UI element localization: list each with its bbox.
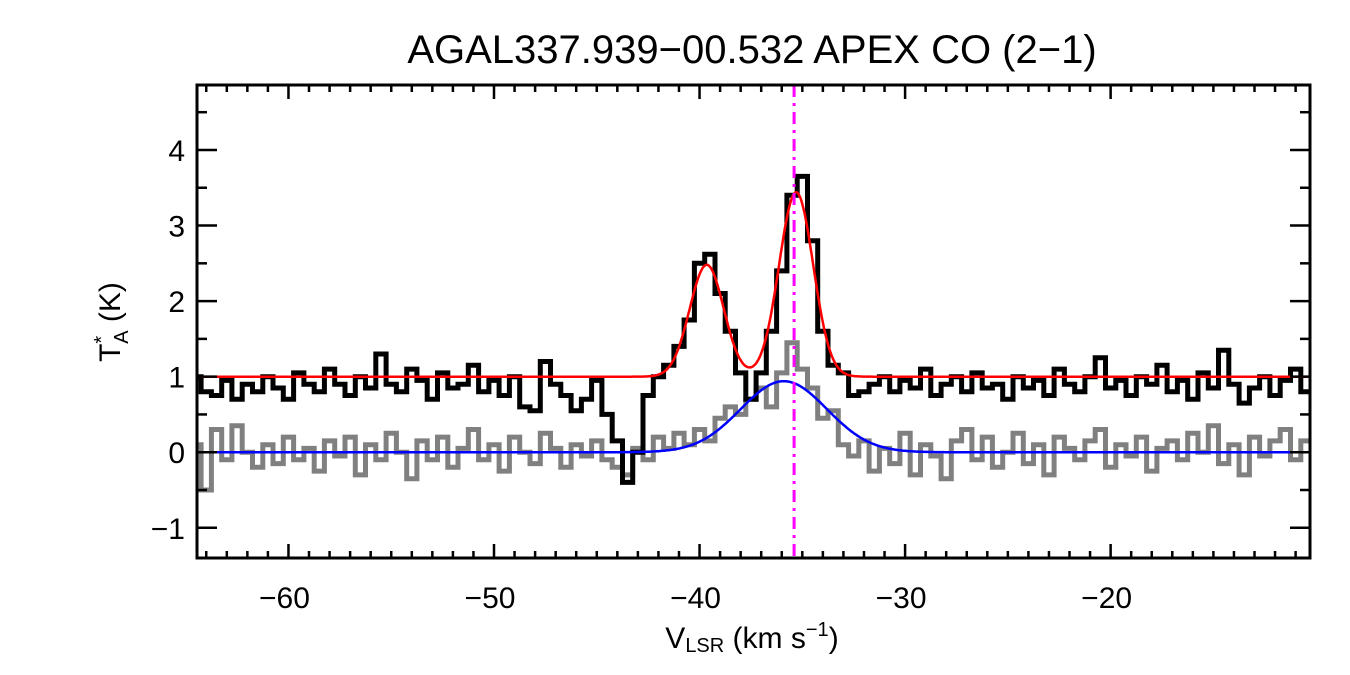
axes: −60 −50 −40 −30 −20 −1 0 1 2 3 4	[151, 83, 1312, 615]
x-tick-label: −20	[1081, 582, 1132, 615]
y-axis-label: T*A (K)	[91, 282, 133, 362]
x-tick-label: −50	[465, 582, 516, 615]
x-tick-label: −30	[876, 582, 927, 615]
plot-content	[197, 85, 1310, 558]
y-tick-label: 1	[168, 362, 185, 395]
x-tick-label: −60	[259, 582, 310, 615]
blue-gaussian-fit	[197, 379, 1310, 454]
plot-area	[197, 85, 1310, 558]
x-tick-label: −40	[670, 582, 721, 615]
observed-spectrum-gray	[197, 340, 1310, 493]
chart-title: AGAL337.939−00.532 APEX CO (2−1)	[407, 28, 1096, 72]
y-tick-label: 2	[168, 286, 185, 319]
plot-frame	[195, 83, 1312, 560]
red-gaussian-fit	[197, 190, 1310, 378]
y-tick-label: 0	[168, 437, 185, 470]
x-axis-label: VLSR (km s−1)	[665, 619, 838, 657]
y-tick-label: 4	[168, 135, 185, 168]
y-tick-label: −1	[151, 513, 185, 546]
y-tick-label: 3	[168, 211, 185, 244]
